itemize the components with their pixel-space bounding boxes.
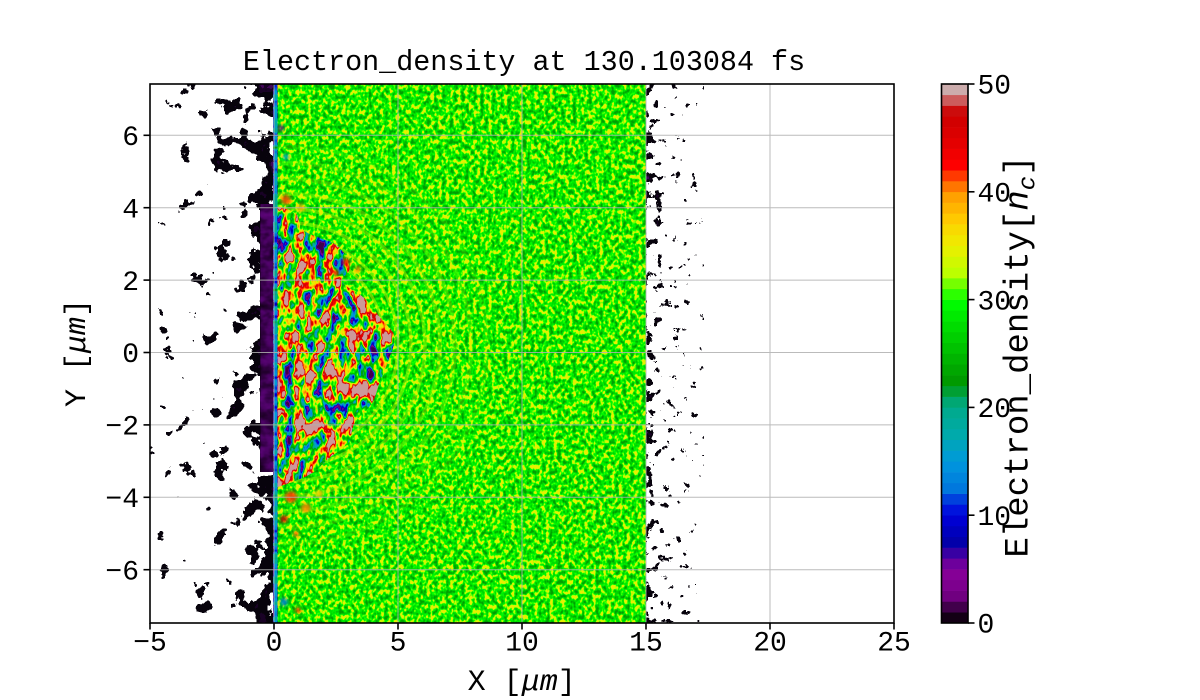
svg-text:−6: −6 (105, 557, 139, 588)
svg-text:0: 0 (122, 340, 139, 371)
svg-text:0: 0 (266, 629, 283, 660)
svg-text:−4: −4 (105, 485, 139, 516)
svg-text:10: 10 (505, 629, 539, 660)
svg-text:Electron_density at 130.103084: Electron_density at 130.103084 fs (243, 46, 805, 79)
svg-text:20: 20 (978, 395, 1012, 426)
svg-text:50: 50 (978, 72, 1012, 103)
svg-text:X [μm]: X [μm] (468, 666, 576, 700)
svg-text:30: 30 (978, 287, 1012, 318)
svg-text:4: 4 (122, 195, 139, 226)
svg-text:−2: −2 (105, 413, 139, 444)
svg-text:Electron_density[nc]: Electron_density[nc] (1001, 155, 1043, 557)
svg-text:0: 0 (978, 611, 995, 642)
svg-text:25: 25 (877, 629, 911, 660)
svg-text:Y [μm]: Y [μm] (61, 299, 95, 407)
svg-text:−5: −5 (133, 629, 167, 660)
svg-text:6: 6 (122, 123, 139, 154)
svg-text:2: 2 (122, 268, 139, 299)
svg-text:10: 10 (978, 503, 1012, 534)
svg-text:40: 40 (978, 180, 1012, 211)
svg-text:5: 5 (390, 629, 407, 660)
svg-text:20: 20 (753, 629, 787, 660)
svg-text:15: 15 (629, 629, 663, 660)
